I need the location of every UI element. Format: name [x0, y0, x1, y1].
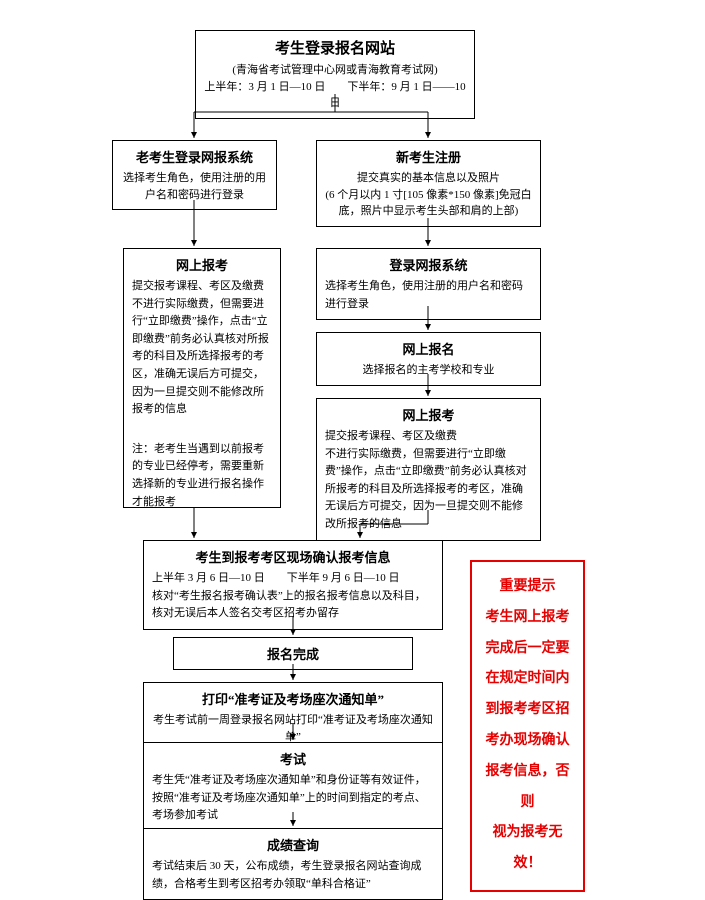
node-root: 考生登录报名网站 (青海省考试管理中心网或青海教育考试网) 上半年：3 月 1 …: [195, 30, 475, 119]
node-new-login: 登录网报系统 选择考生角色，使用注册的用户名和密码进行登录: [316, 248, 541, 320]
warn-line-0: 重要提示: [480, 572, 575, 603]
confirm-body: 上半年 3 月 6 日—10 日 下半年 9 月 6 日—10 日核对“考生报名…: [152, 570, 434, 623]
node-done: 报名完成: [173, 637, 413, 670]
print-title: 打印“准考证及考场座次通知单”: [152, 689, 434, 708]
warn-line-3: 在规定时间内: [480, 664, 575, 695]
root-title: 考生登录报名网站: [204, 37, 466, 58]
warn-line-6: 报考信息，否则: [480, 757, 575, 819]
node-new-apply: 网上报考 提交报考课程、考区及缴费不进行实际缴费，但需要进行“立即缴费”操作，点…: [316, 398, 541, 541]
new-signup-body: 选择报名的主考学校和专业: [325, 362, 532, 379]
node-new-reg: 新考生注册 提交真实的基本信息以及照片(6 个月以内 1 寸[105 像素*15…: [316, 140, 541, 227]
old-apply-note: 注：老考生当遇到以前报考的专业已经停考，需要重新选择新的专业进行报名操作才能报考: [132, 441, 272, 511]
score-title: 成绩查询: [152, 835, 434, 854]
old-login-title: 老考生登录网报系统: [121, 147, 268, 166]
done-title: 报名完成: [182, 644, 404, 663]
new-login-title: 登录网报系统: [325, 255, 532, 274]
exam-title: 考试: [152, 749, 434, 768]
node-new-signup: 网上报名 选择报名的主考学校和专业: [316, 332, 541, 386]
new-signup-title: 网上报名: [325, 339, 532, 358]
old-apply-body: 提交报考课程、考区及缴费不进行实际缴费，但需要进行“立即缴费”操作，点击“立即缴…: [132, 278, 272, 419]
root-sub2: 上半年：3 月 1 日—10 日 下半年：9 月 1 日——10 日: [204, 79, 466, 112]
warn-line-1: 考生网上报考: [480, 603, 575, 634]
old-login-body: 选择考生角色，使用注册的用户名和密码进行登录: [121, 170, 268, 203]
warn-line-4: 到报考考区招: [480, 695, 575, 726]
node-old-apply: 网上报考 提交报考课程、考区及缴费不进行实际缴费，但需要进行“立即缴费”操作，点…: [123, 248, 281, 508]
node-exam: 考试 考生凭“准考证及考场座次通知单”和身份证等有效证件，按照“准考证及考场座次…: [143, 742, 443, 832]
new-apply-title: 网上报考: [325, 405, 532, 424]
new-login-body: 选择考生角色，使用注册的用户名和密码进行登录: [325, 278, 532, 313]
old-apply-title: 网上报考: [132, 255, 272, 274]
warn-line-5: 考办现场确认: [480, 726, 575, 757]
score-body: 考试结束后 30 天，公布成绩，考生登录报名网站查询成绩，合格考生到考区招考办领…: [152, 858, 434, 893]
exam-body: 考生凭“准考证及考场座次通知单”和身份证等有效证件，按照“准考证及考场座次通知单…: [152, 772, 434, 825]
node-old-login: 老考生登录网报系统 选择考生角色，使用注册的用户名和密码进行登录: [112, 140, 277, 210]
node-score: 成绩查询 考试结束后 30 天，公布成绩，考生登录报名网站查询成绩，合格考生到考…: [143, 828, 443, 900]
confirm-title: 考生到报考考区现场确认报考信息: [152, 547, 434, 566]
new-reg-body: 提交真实的基本信息以及照片(6 个月以内 1 寸[105 像素*150 像素]免…: [325, 170, 532, 220]
node-confirm: 考生到报考考区现场确认报考信息 上半年 3 月 6 日—10 日 下半年 9 月…: [143, 540, 443, 630]
new-reg-title: 新考生注册: [325, 147, 532, 166]
warning-box: 重要提示 考生网上报考 完成后一定要 在规定时间内 到报考考区招 考办现场确认 …: [470, 560, 585, 892]
new-apply-body: 提交报考课程、考区及缴费不进行实际缴费，但需要进行“立即缴费”操作，点击“立即缴…: [325, 428, 532, 534]
root-sub1: (青海省考试管理中心网或青海教育考试网): [204, 62, 466, 79]
print-body: 考生考试前一周登录报名网站打印“准考证及考场座次通知单”: [152, 712, 434, 745]
warn-line-2: 完成后一定要: [480, 634, 575, 665]
warn-line-7: 视为报考无效！: [480, 818, 575, 880]
